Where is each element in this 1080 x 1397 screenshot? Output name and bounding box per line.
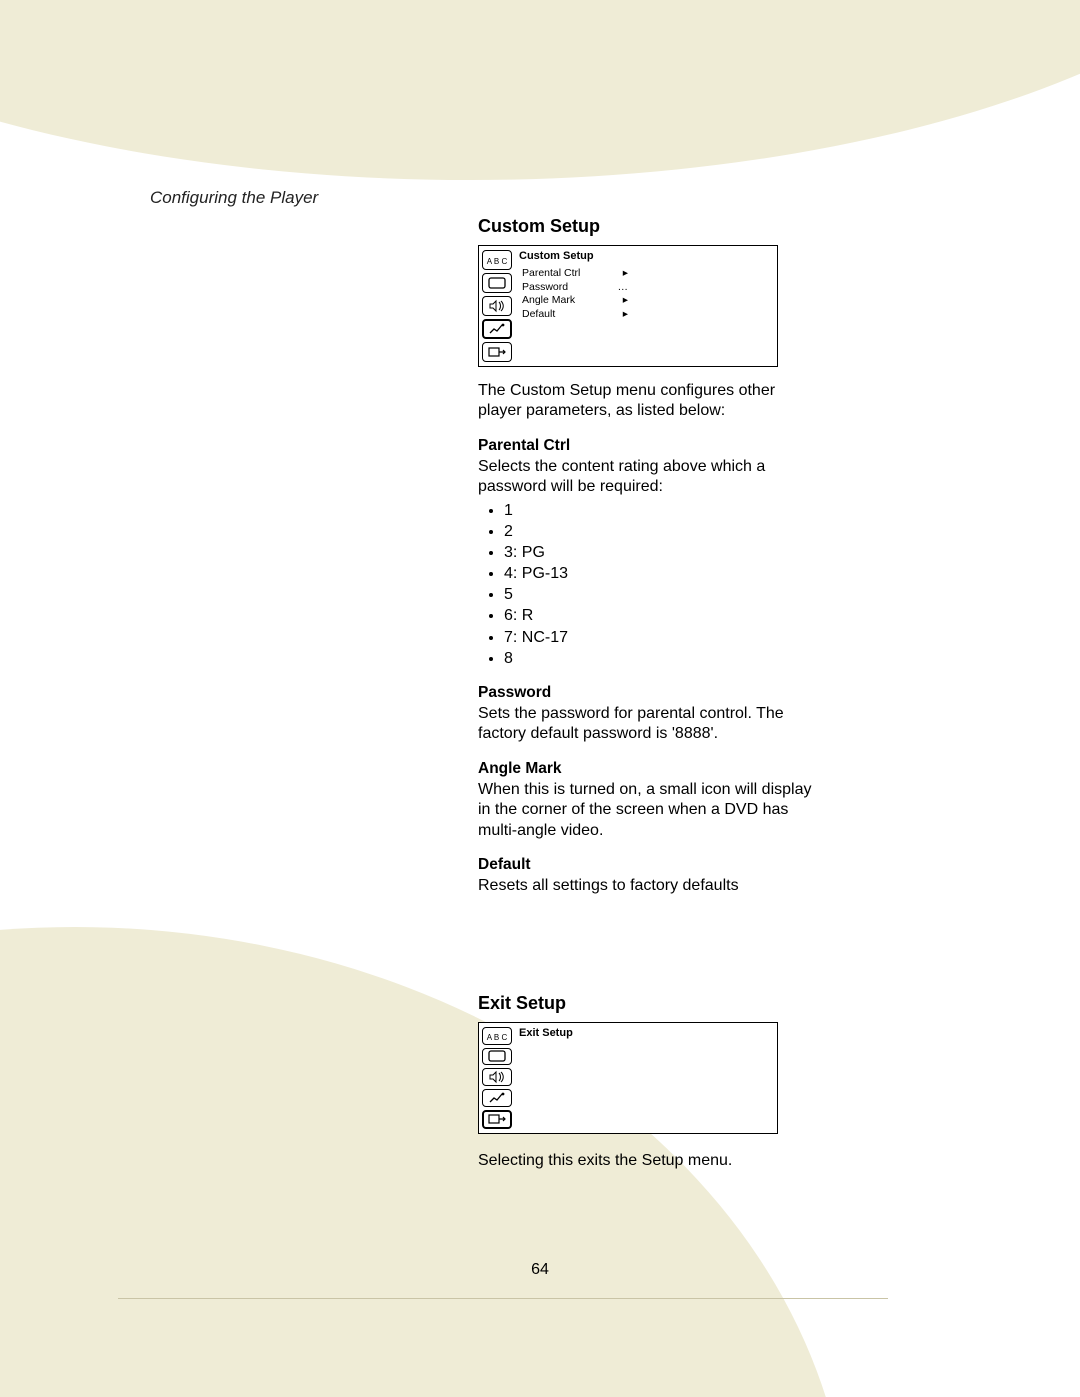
- exit-setup-icon: [482, 342, 512, 362]
- decorative-swoosh-top: [0, 0, 1080, 180]
- running-header: Configuring the Player: [150, 188, 318, 208]
- menu-icon-column: A B C: [479, 246, 515, 366]
- menu-figure-header: Exit Setup: [519, 1027, 771, 1039]
- main-content-column: Custom Setup A B C: [478, 214, 818, 1170]
- custom-setup-icon: [482, 319, 512, 339]
- list-item: 4: PG-13: [504, 563, 818, 584]
- custom-setup-heading: Custom Setup: [478, 216, 818, 237]
- menu-item-label: Password: [522, 281, 608, 295]
- svg-text:A B C: A B C: [487, 1033, 508, 1042]
- language-setup-icon: A B C: [482, 250, 512, 270]
- manual-page: Configuring the Player Custom Setup A B …: [0, 0, 1080, 1397]
- audio-setup-icon: [482, 1068, 512, 1086]
- parental-ratings-list: 1 2 3: PG 4: PG-13 5 6: R 7: NC-17 8: [504, 500, 818, 669]
- list-item: 2: [504, 521, 818, 542]
- submenu-arrow-icon: ▸: [608, 294, 628, 308]
- password-desc: Sets the password for parental control. …: [478, 704, 818, 745]
- page-number: 64: [0, 1261, 1080, 1279]
- menu-item-label: Parental Ctrl: [522, 267, 608, 281]
- audio-setup-icon: [482, 296, 512, 316]
- menu-body: Exit Setup: [515, 1023, 777, 1133]
- angle-mark-desc: When this is turned on, a small icon wil…: [478, 780, 818, 841]
- parental-ctrl-heading: Parental Ctrl: [478, 437, 818, 455]
- screen-setup-icon: [482, 1048, 512, 1066]
- custom-setup-menu-figure: A B C Custom Setup Parental Ctrl▸: [478, 245, 778, 367]
- menu-icon-column: A B C: [479, 1023, 515, 1133]
- list-item: 6: R: [504, 605, 818, 626]
- submenu-arrow-icon: ▸: [608, 267, 628, 281]
- exit-setup-icon: [482, 1110, 512, 1128]
- list-item: 8: [504, 648, 818, 669]
- custom-setup-icon: [482, 1089, 512, 1107]
- ellipsis-icon: …: [608, 281, 628, 295]
- angle-mark-heading: Angle Mark: [478, 760, 818, 778]
- default-desc: Resets all settings to factory defaults: [478, 876, 818, 896]
- custom-setup-intro: The Custom Setup menu configures other p…: [478, 381, 818, 422]
- menu-body: Custom Setup Parental Ctrl▸ Password… An…: [515, 246, 777, 366]
- list-item: 1: [504, 500, 818, 521]
- exit-setup-heading: Exit Setup: [478, 993, 818, 1014]
- exit-setup-menu-figure: A B C Exit Setup: [478, 1022, 778, 1134]
- default-heading: Default: [478, 856, 818, 874]
- menu-item-label: Angle Mark: [522, 294, 608, 308]
- language-setup-icon: A B C: [482, 1027, 512, 1045]
- screen-setup-icon: [482, 273, 512, 293]
- exit-setup-section: Exit Setup A B C: [478, 993, 818, 1170]
- list-item: 7: NC-17: [504, 627, 818, 648]
- menu-figure-header: Custom Setup: [519, 250, 771, 262]
- exit-setup-desc: Selecting this exits the Setup menu.: [478, 1152, 818, 1170]
- password-heading: Password: [478, 684, 818, 702]
- footer-rule: [118, 1298, 888, 1299]
- list-item: 5: [504, 584, 818, 605]
- svg-text:A B C: A B C: [487, 257, 508, 266]
- parental-ctrl-desc: Selects the content rating above which a…: [478, 457, 818, 498]
- list-item: 3: PG: [504, 542, 818, 563]
- menu-items-grid: Parental Ctrl▸ Password… Angle Mark▸ Def…: [519, 264, 771, 325]
- menu-item-label: Default: [522, 308, 608, 322]
- submenu-arrow-icon: ▸: [608, 308, 628, 322]
